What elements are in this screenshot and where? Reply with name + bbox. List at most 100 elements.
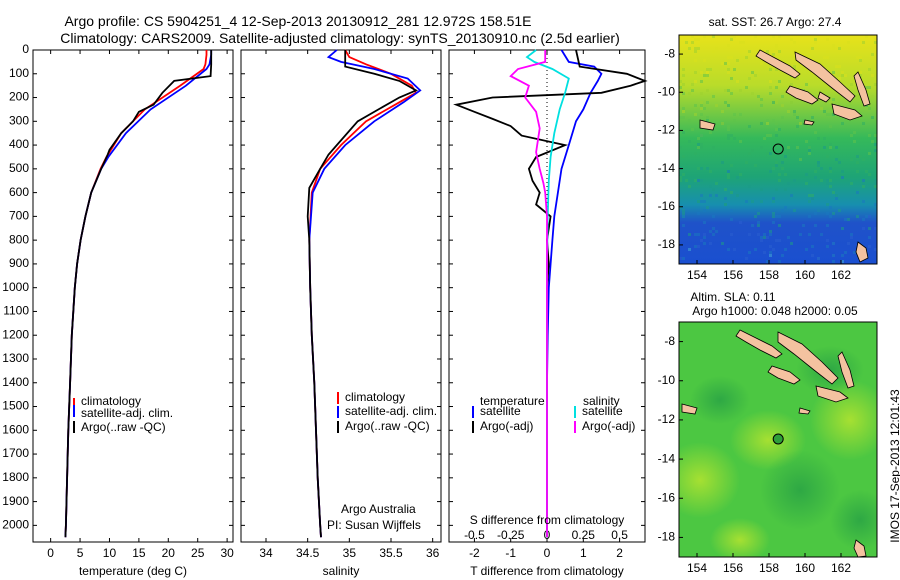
sst-pixel: [739, 50, 742, 53]
sst-pixel: [826, 179, 829, 182]
sla-map: Altim. SLA: 0.11 Argo h1000: 0.048 h2000…: [658, 290, 878, 575]
sst-pixel: [757, 212, 760, 215]
sst-pixel: [772, 167, 775, 170]
lon-tick-label: 160: [795, 268, 815, 282]
sst-pixel: [760, 200, 763, 203]
sst-pixel: [772, 53, 775, 56]
sst-pixel: [826, 212, 829, 215]
sst-pixel: [805, 182, 808, 185]
sst-pixel: [739, 173, 742, 176]
lat-tick-label: -10: [658, 373, 676, 387]
lon-tick-label: 158: [759, 268, 779, 282]
sla-map-axes: 154 156 158 160 162 -8 -10 -12 -14 -16 -18: [658, 334, 852, 575]
sst-pixel: [748, 233, 751, 236]
sst-pixel: [745, 86, 748, 89]
sst-map-frame: [678, 34, 878, 265]
lon-tick-label: 154: [687, 561, 707, 575]
salinity-tick-label: 34.5: [296, 546, 320, 560]
sst-pixel: [766, 152, 769, 155]
sst-pixel: [841, 74, 844, 77]
sst-pixel: [775, 101, 778, 104]
sst-pixel: [733, 35, 736, 38]
sst-pixel: [679, 257, 682, 260]
argo-location-marker: [772, 433, 784, 445]
sst-pixel: [727, 173, 730, 176]
island-south: [855, 241, 869, 263]
sst-pixel: [727, 44, 730, 47]
sst-pixel: [739, 41, 742, 44]
sst-pixel: [850, 233, 853, 236]
s-diff-tick-label: -0.5: [464, 528, 485, 542]
sst-pixel: [853, 140, 856, 143]
sst-pixel: [703, 236, 706, 239]
lat-tick-label: -8: [664, 334, 675, 348]
sst-pixel: [682, 209, 685, 212]
sst-pixel: [748, 152, 751, 155]
sst-pixel: [871, 95, 874, 98]
sst-pixel: [742, 41, 745, 44]
sst-pixel: [712, 227, 715, 230]
sst-pixel: [874, 179, 877, 182]
difference-depth-ticks: [449, 49, 645, 526]
island-choiseul: [755, 49, 801, 79]
sst-pixel: [727, 89, 730, 92]
sst-pixel: [712, 188, 715, 191]
sst-pixel: [700, 107, 703, 110]
t-diff-tick-label: 2: [616, 546, 623, 560]
sst-pixel: [871, 116, 874, 119]
island-new-georgia: [785, 85, 819, 105]
sst-pixel: [688, 140, 691, 143]
sst-pixel: [814, 212, 817, 215]
sst-pixel: [751, 53, 754, 56]
sst-pixel: [730, 56, 733, 59]
sla-blob: [760, 450, 840, 530]
sst-pixel: [706, 74, 709, 77]
sst-pixel: [703, 35, 706, 38]
sst-pixel: [841, 227, 844, 230]
sst-pixel: [679, 146, 682, 149]
legend-label-s-satellite: satellite: [582, 404, 623, 418]
sst-pixel: [817, 161, 820, 164]
sst-pixel: [811, 197, 814, 200]
sst-pixel: [862, 122, 865, 125]
sst-pixel: [790, 38, 793, 41]
sst-pixel: [769, 233, 772, 236]
sst-pixel: [787, 146, 790, 149]
sst-pixel: [769, 152, 772, 155]
sst-pixel: [715, 182, 718, 185]
sst-pixel: [682, 83, 685, 86]
sst-pixel: [856, 191, 859, 194]
island-outlines: [699, 49, 871, 263]
island-bellona: [803, 119, 815, 126]
sst-pixel: [721, 161, 724, 164]
sst-pixel: [769, 80, 772, 83]
sst-pixel: [697, 167, 700, 170]
sst-pixel: [745, 200, 748, 203]
sst-pixel: [841, 170, 844, 173]
sst-pixel: [682, 107, 685, 110]
sst-pixel: [739, 221, 742, 224]
sst-pixel: [808, 146, 811, 149]
sst-pixel: [841, 122, 844, 125]
sst-pixel: [694, 113, 697, 116]
sst-pixel: [826, 113, 829, 116]
sla-map-title-line1: Altim. SLA: 0.11: [690, 290, 775, 304]
sst-pixel: [760, 62, 763, 65]
sst-pixel: [766, 260, 769, 263]
sst-pixel: [724, 197, 727, 200]
sst-pixel: [766, 236, 769, 239]
depth-tick-label: 1800: [2, 470, 29, 484]
sst-pixel: [826, 239, 829, 242]
sst-pixel: [862, 158, 865, 161]
sst-pixel: [688, 47, 691, 50]
salinity-legend: climatology satellite-adj. clim. Argo(..…: [337, 390, 437, 433]
island-guadalcanal: [831, 103, 863, 121]
sst-pixel: [706, 206, 709, 209]
sst-pixel: [874, 83, 877, 86]
sst-pixel: [808, 215, 811, 218]
sst-pixel: [703, 107, 706, 110]
sst-pixel: [745, 56, 748, 59]
temperature-tick-label: 5: [77, 546, 84, 560]
sst-pixel: [778, 179, 781, 182]
s-difference-axis: -0.5 -0.25 0 0.25 0.5: [464, 528, 628, 542]
